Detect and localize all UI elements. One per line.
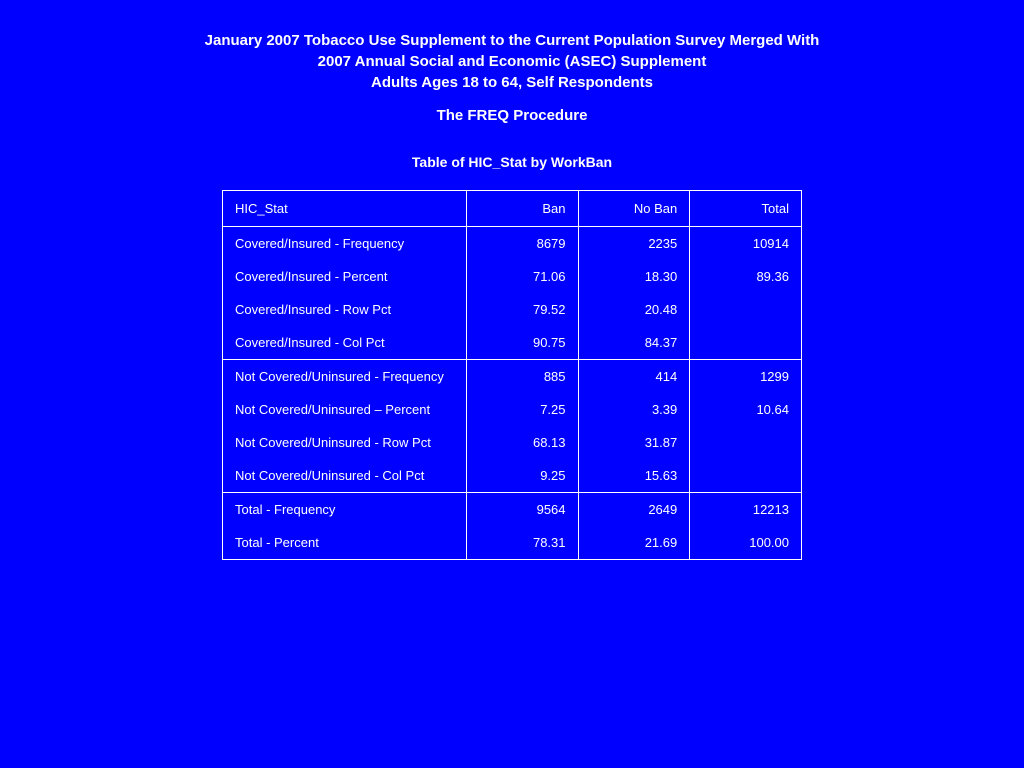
table-body: Covered/Insured - Frequency8679223510914… — [223, 227, 802, 560]
table-row: Total - Percent78.3121.69100.00 — [223, 526, 802, 560]
cell-total: 1299 — [690, 360, 802, 394]
cell-ban: 68.13 — [466, 426, 578, 459]
table-row: Not Covered/Uninsured – Percent7.253.391… — [223, 393, 802, 426]
cell-total: 10.64 — [690, 393, 802, 426]
cell-noban: 3.39 — [578, 393, 690, 426]
table-row: Not Covered/Uninsured - Col Pct9.2515.63 — [223, 459, 802, 493]
cell-noban: 2649 — [578, 493, 690, 527]
table-row: Covered/Insured - Percent71.0618.3089.36 — [223, 260, 802, 293]
cell-total: 12213 — [690, 493, 802, 527]
cell-total — [690, 293, 802, 326]
col-header-noban: No Ban — [578, 191, 690, 227]
cell-ban: 7.25 — [466, 393, 578, 426]
cell-ban: 9.25 — [466, 459, 578, 493]
cell-total: 100.00 — [690, 526, 802, 560]
title-line-3: Adults Ages 18 to 64, Self Respondents — [40, 72, 984, 93]
cell-noban: 84.37 — [578, 326, 690, 360]
cell-total — [690, 326, 802, 360]
table-header-row: HIC_Stat Ban No Ban Total — [223, 191, 802, 227]
table-caption: Table of HIC_Stat by WorkBan — [40, 154, 984, 170]
cell-ban: 71.06 — [466, 260, 578, 293]
table-row: Not Covered/Uninsured - Row Pct68.1331.8… — [223, 426, 802, 459]
row-label: Not Covered/Uninsured - Col Pct — [223, 459, 467, 493]
title-line-1: January 2007 Tobacco Use Supplement to t… — [40, 30, 984, 51]
cell-total: 89.36 — [690, 260, 802, 293]
cell-noban: 31.87 — [578, 426, 690, 459]
cell-noban: 21.69 — [578, 526, 690, 560]
cell-noban: 15.63 — [578, 459, 690, 493]
cell-total — [690, 459, 802, 493]
table-row: Covered/Insured - Row Pct79.5220.48 — [223, 293, 802, 326]
row-label: Not Covered/Uninsured - Frequency — [223, 360, 467, 394]
row-label: Covered/Insured - Col Pct — [223, 326, 467, 360]
cell-noban: 2235 — [578, 227, 690, 261]
row-label: Total - Percent — [223, 526, 467, 560]
cell-total: 10914 — [690, 227, 802, 261]
table-row: Not Covered/Uninsured - Frequency8854141… — [223, 360, 802, 394]
row-label: Total - Frequency — [223, 493, 467, 527]
title-line-2: 2007 Annual Social and Economic (ASEC) S… — [40, 51, 984, 72]
cell-noban: 18.30 — [578, 260, 690, 293]
crosstab-table: HIC_Stat Ban No Ban Total Covered/Insure… — [222, 190, 802, 560]
row-label: Covered/Insured - Row Pct — [223, 293, 467, 326]
cell-ban: 885 — [466, 360, 578, 394]
table-row: Covered/Insured - Col Pct90.7584.37 — [223, 326, 802, 360]
cell-total — [690, 426, 802, 459]
cell-noban: 20.48 — [578, 293, 690, 326]
cell-ban: 90.75 — [466, 326, 578, 360]
table-row: Covered/Insured - Frequency8679223510914 — [223, 227, 802, 261]
cell-ban: 8679 — [466, 227, 578, 261]
cell-ban: 9564 — [466, 493, 578, 527]
report-title: January 2007 Tobacco Use Supplement to t… — [40, 30, 984, 93]
cell-ban: 78.31 — [466, 526, 578, 560]
col-header-ban: Ban — [466, 191, 578, 227]
cell-noban: 414 — [578, 360, 690, 394]
report-page: January 2007 Tobacco Use Supplement to t… — [0, 0, 1024, 560]
col-header-total: Total — [690, 191, 802, 227]
col-header-hicstat: HIC_Stat — [223, 191, 467, 227]
row-label: Covered/Insured - Frequency — [223, 227, 467, 261]
row-label: Not Covered/Uninsured - Row Pct — [223, 426, 467, 459]
row-label: Covered/Insured - Percent — [223, 260, 467, 293]
row-label: Not Covered/Uninsured – Percent — [223, 393, 467, 426]
cell-ban: 79.52 — [466, 293, 578, 326]
table-row: Total - Frequency9564264912213 — [223, 493, 802, 527]
procedure-name: The FREQ Procedure — [40, 107, 984, 124]
